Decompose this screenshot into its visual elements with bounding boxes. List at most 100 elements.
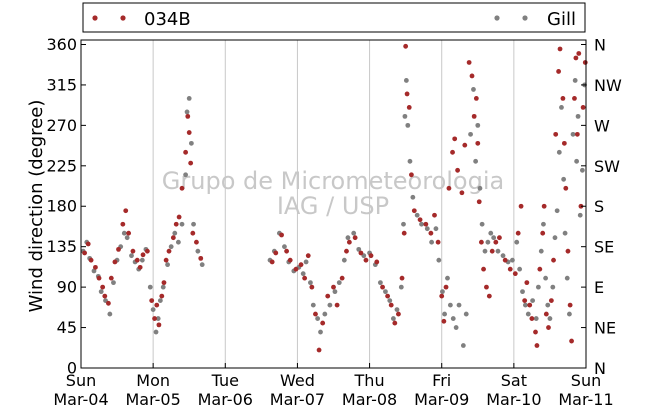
point-034b — [560, 96, 566, 101]
point-034b — [93, 264, 98, 270]
point-034b — [432, 212, 437, 218]
point-gill — [387, 298, 393, 304]
point-034b — [507, 266, 513, 272]
x-tick-date: Mar-07 — [270, 390, 325, 409]
point-034b — [551, 257, 556, 263]
point-034b — [512, 271, 518, 277]
point-gill — [535, 284, 541, 290]
point-gill — [139, 257, 145, 263]
y-tick-label: 45 — [57, 318, 77, 337]
x-tick-date: Mar-09 — [414, 390, 469, 409]
point-gill — [468, 131, 473, 137]
point-gill — [414, 212, 420, 218]
point-034b — [527, 302, 533, 308]
point-gill — [383, 289, 388, 295]
right-tick-label: N — [594, 35, 606, 54]
point-034b — [325, 293, 331, 299]
point-034b — [170, 235, 176, 241]
point-gill — [188, 140, 194, 146]
point-034b — [541, 203, 547, 209]
point-034b — [548, 298, 554, 304]
point-gill — [475, 122, 481, 128]
point-gill — [315, 316, 321, 321]
y-tick-label: 90 — [57, 278, 77, 297]
point-gill — [175, 239, 181, 245]
point-gill — [186, 96, 192, 101]
point-034b — [518, 203, 524, 209]
point-gill — [377, 280, 383, 286]
point-034b — [102, 293, 108, 299]
point-034b — [316, 347, 322, 353]
point-034b — [484, 284, 489, 290]
right-tick-label: W — [594, 116, 610, 135]
point-gill — [410, 194, 416, 200]
point-gill — [523, 302, 528, 308]
right-tick-label: E — [594, 278, 604, 297]
point-034b — [120, 221, 126, 227]
point-034b — [565, 248, 571, 254]
point-034b — [82, 250, 88, 256]
point-034b — [388, 302, 394, 308]
point-gill — [165, 262, 170, 268]
point-034b — [126, 230, 132, 236]
point-034b — [156, 322, 162, 328]
point-034b — [331, 284, 336, 290]
point-gill — [157, 298, 163, 304]
point-034b — [478, 239, 484, 245]
point-034b — [462, 142, 468, 148]
point-034b — [452, 136, 458, 142]
point-gill — [450, 316, 456, 321]
point-034b — [154, 302, 160, 308]
point-034b — [567, 302, 573, 308]
point-gill — [479, 221, 485, 227]
point-034b — [423, 221, 429, 227]
point-gill — [473, 158, 479, 164]
point-034b — [140, 252, 146, 258]
point-034b — [161, 280, 167, 286]
point-gill — [442, 311, 447, 317]
point-034b — [396, 311, 401, 317]
y-axis-left: 0 45 90 135 180 225 270 315 360 — [46, 35, 86, 378]
point-034b — [540, 230, 546, 236]
point-034b — [475, 140, 481, 146]
point-034b — [363, 257, 369, 263]
y-tick-label: 0 — [67, 359, 77, 378]
point-034b — [574, 131, 580, 137]
legend-frame — [82, 2, 586, 33]
point-034b — [313, 311, 318, 317]
point-gill — [300, 271, 306, 277]
point-034b — [123, 208, 129, 214]
right-tick-label: SE — [594, 238, 614, 257]
point-034b — [455, 167, 460, 173]
point-gill — [556, 149, 562, 155]
point-034b — [287, 257, 293, 263]
point-034b — [144, 248, 150, 254]
point-gill — [403, 78, 409, 83]
point-gill — [570, 131, 576, 137]
point-gill — [520, 289, 525, 295]
point-034b — [529, 316, 535, 321]
point-gill — [168, 244, 174, 250]
point-gill — [575, 113, 581, 119]
point-gill — [471, 87, 476, 92]
point-034b — [159, 293, 165, 299]
legend-label-034B: 034B — [144, 9, 191, 30]
point-034b — [344, 248, 349, 254]
point-034b — [572, 96, 577, 101]
point-034b — [403, 43, 409, 49]
point-034b — [293, 266, 299, 272]
y-tick-label: 135 — [46, 237, 77, 256]
point-034b — [576, 51, 582, 56]
plot-area — [81, 40, 586, 368]
point-034b — [443, 284, 449, 290]
point-gill — [184, 109, 190, 115]
point-034b — [137, 264, 143, 270]
x-tick-date: Mar-04 — [53, 390, 108, 409]
point-034b — [417, 217, 423, 223]
point-034b — [409, 172, 414, 178]
point-034b — [176, 214, 182, 220]
point-gill — [561, 176, 567, 182]
point-034b — [428, 230, 434, 236]
point-gill — [199, 262, 205, 268]
